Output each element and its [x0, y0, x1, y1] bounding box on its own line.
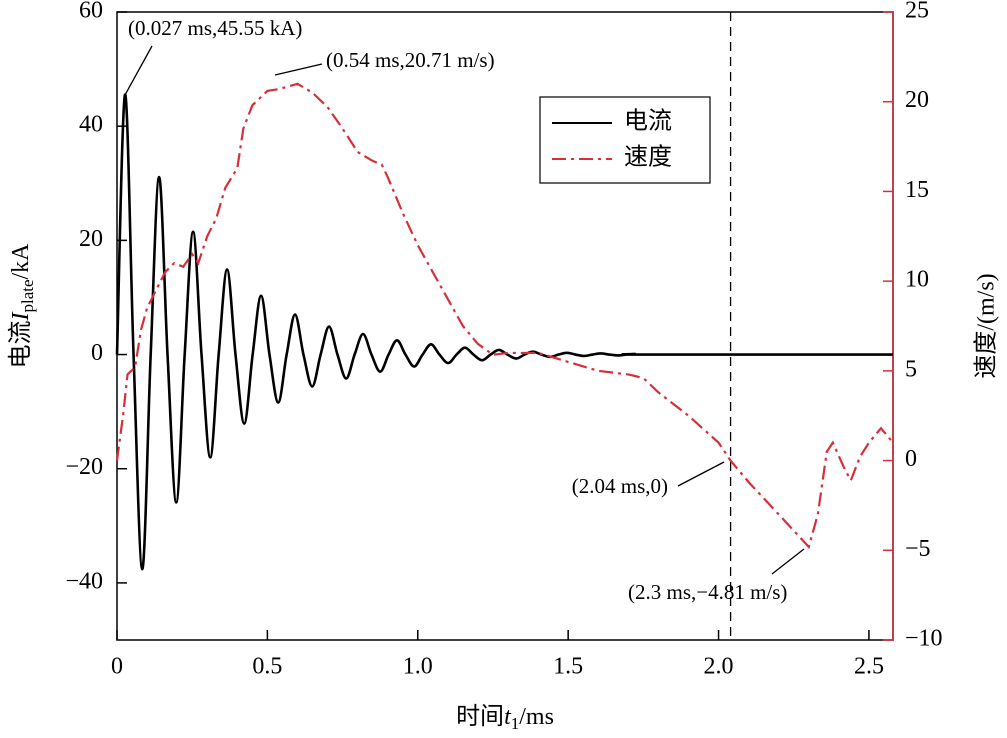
- y2-tick-label: 25: [905, 0, 929, 24]
- annotation: (0.54 ms,20.71 m/s): [326, 48, 495, 72]
- y-axis-label-part: I: [8, 312, 34, 322]
- annotation-leader: [124, 45, 153, 96]
- x-tick-label: 2.0: [704, 654, 734, 680]
- series-line: [115, 93, 894, 571]
- y-tick-label: 20: [79, 226, 103, 252]
- legend-label: 速度: [624, 144, 672, 171]
- x-axis-label-part: 1: [511, 714, 520, 733]
- y-axis-label-part: 电流: [7, 321, 34, 369]
- y2-tick-label: 5: [905, 356, 917, 382]
- y2-tick-label: 0: [905, 446, 917, 472]
- annotation: (2.3 ms,−4.81 m/s): [628, 580, 787, 604]
- y2-tick-label: −5: [905, 536, 931, 562]
- annotation: (2.04 ms,0): [572, 474, 668, 498]
- annotation-leader: [677, 461, 725, 487]
- y2-axis-label: 速度/(m/s): [973, 273, 1000, 378]
- legend-label: 电流: [624, 108, 672, 135]
- legend-box: [539, 96, 711, 184]
- y-tick-label: 40: [79, 112, 103, 138]
- y2-tick-label: 15: [905, 177, 929, 203]
- x-axis-label: 时间t1/ms: [456, 703, 554, 733]
- x-tick-label: 0.5: [252, 654, 282, 680]
- x-axis-label-part: /ms: [519, 704, 554, 730]
- x-tick-label: 2.5: [854, 654, 884, 680]
- annotation: (0.027 ms,45.55 kA): [128, 16, 302, 40]
- y2-tick-label: −10: [905, 626, 943, 652]
- x-tick-label: 0: [111, 654, 123, 680]
- series-line: [115, 82, 894, 550]
- x-axis-label-part: t: [504, 704, 512, 730]
- y2-tick-label: 10: [905, 267, 929, 293]
- y-tick-label: 0: [91, 340, 103, 366]
- y-axis-label-part: /kA: [8, 243, 34, 280]
- x-tick-label: 1.0: [403, 654, 433, 680]
- y-tick-label: −40: [65, 568, 103, 594]
- y2-tick-label: 20: [905, 87, 929, 113]
- x-tick-label: 1.5: [553, 654, 583, 680]
- y-axis-label-part: plate: [18, 279, 37, 312]
- y-tick-label: −20: [65, 454, 103, 480]
- y-axis-label: 电流Iplate/kA: [7, 243, 37, 369]
- annotation-leader: [274, 63, 323, 76]
- annotation-leader: [771, 548, 805, 575]
- x-axis-label-part: 时间: [456, 703, 504, 730]
- y-tick-label: 60: [79, 0, 103, 24]
